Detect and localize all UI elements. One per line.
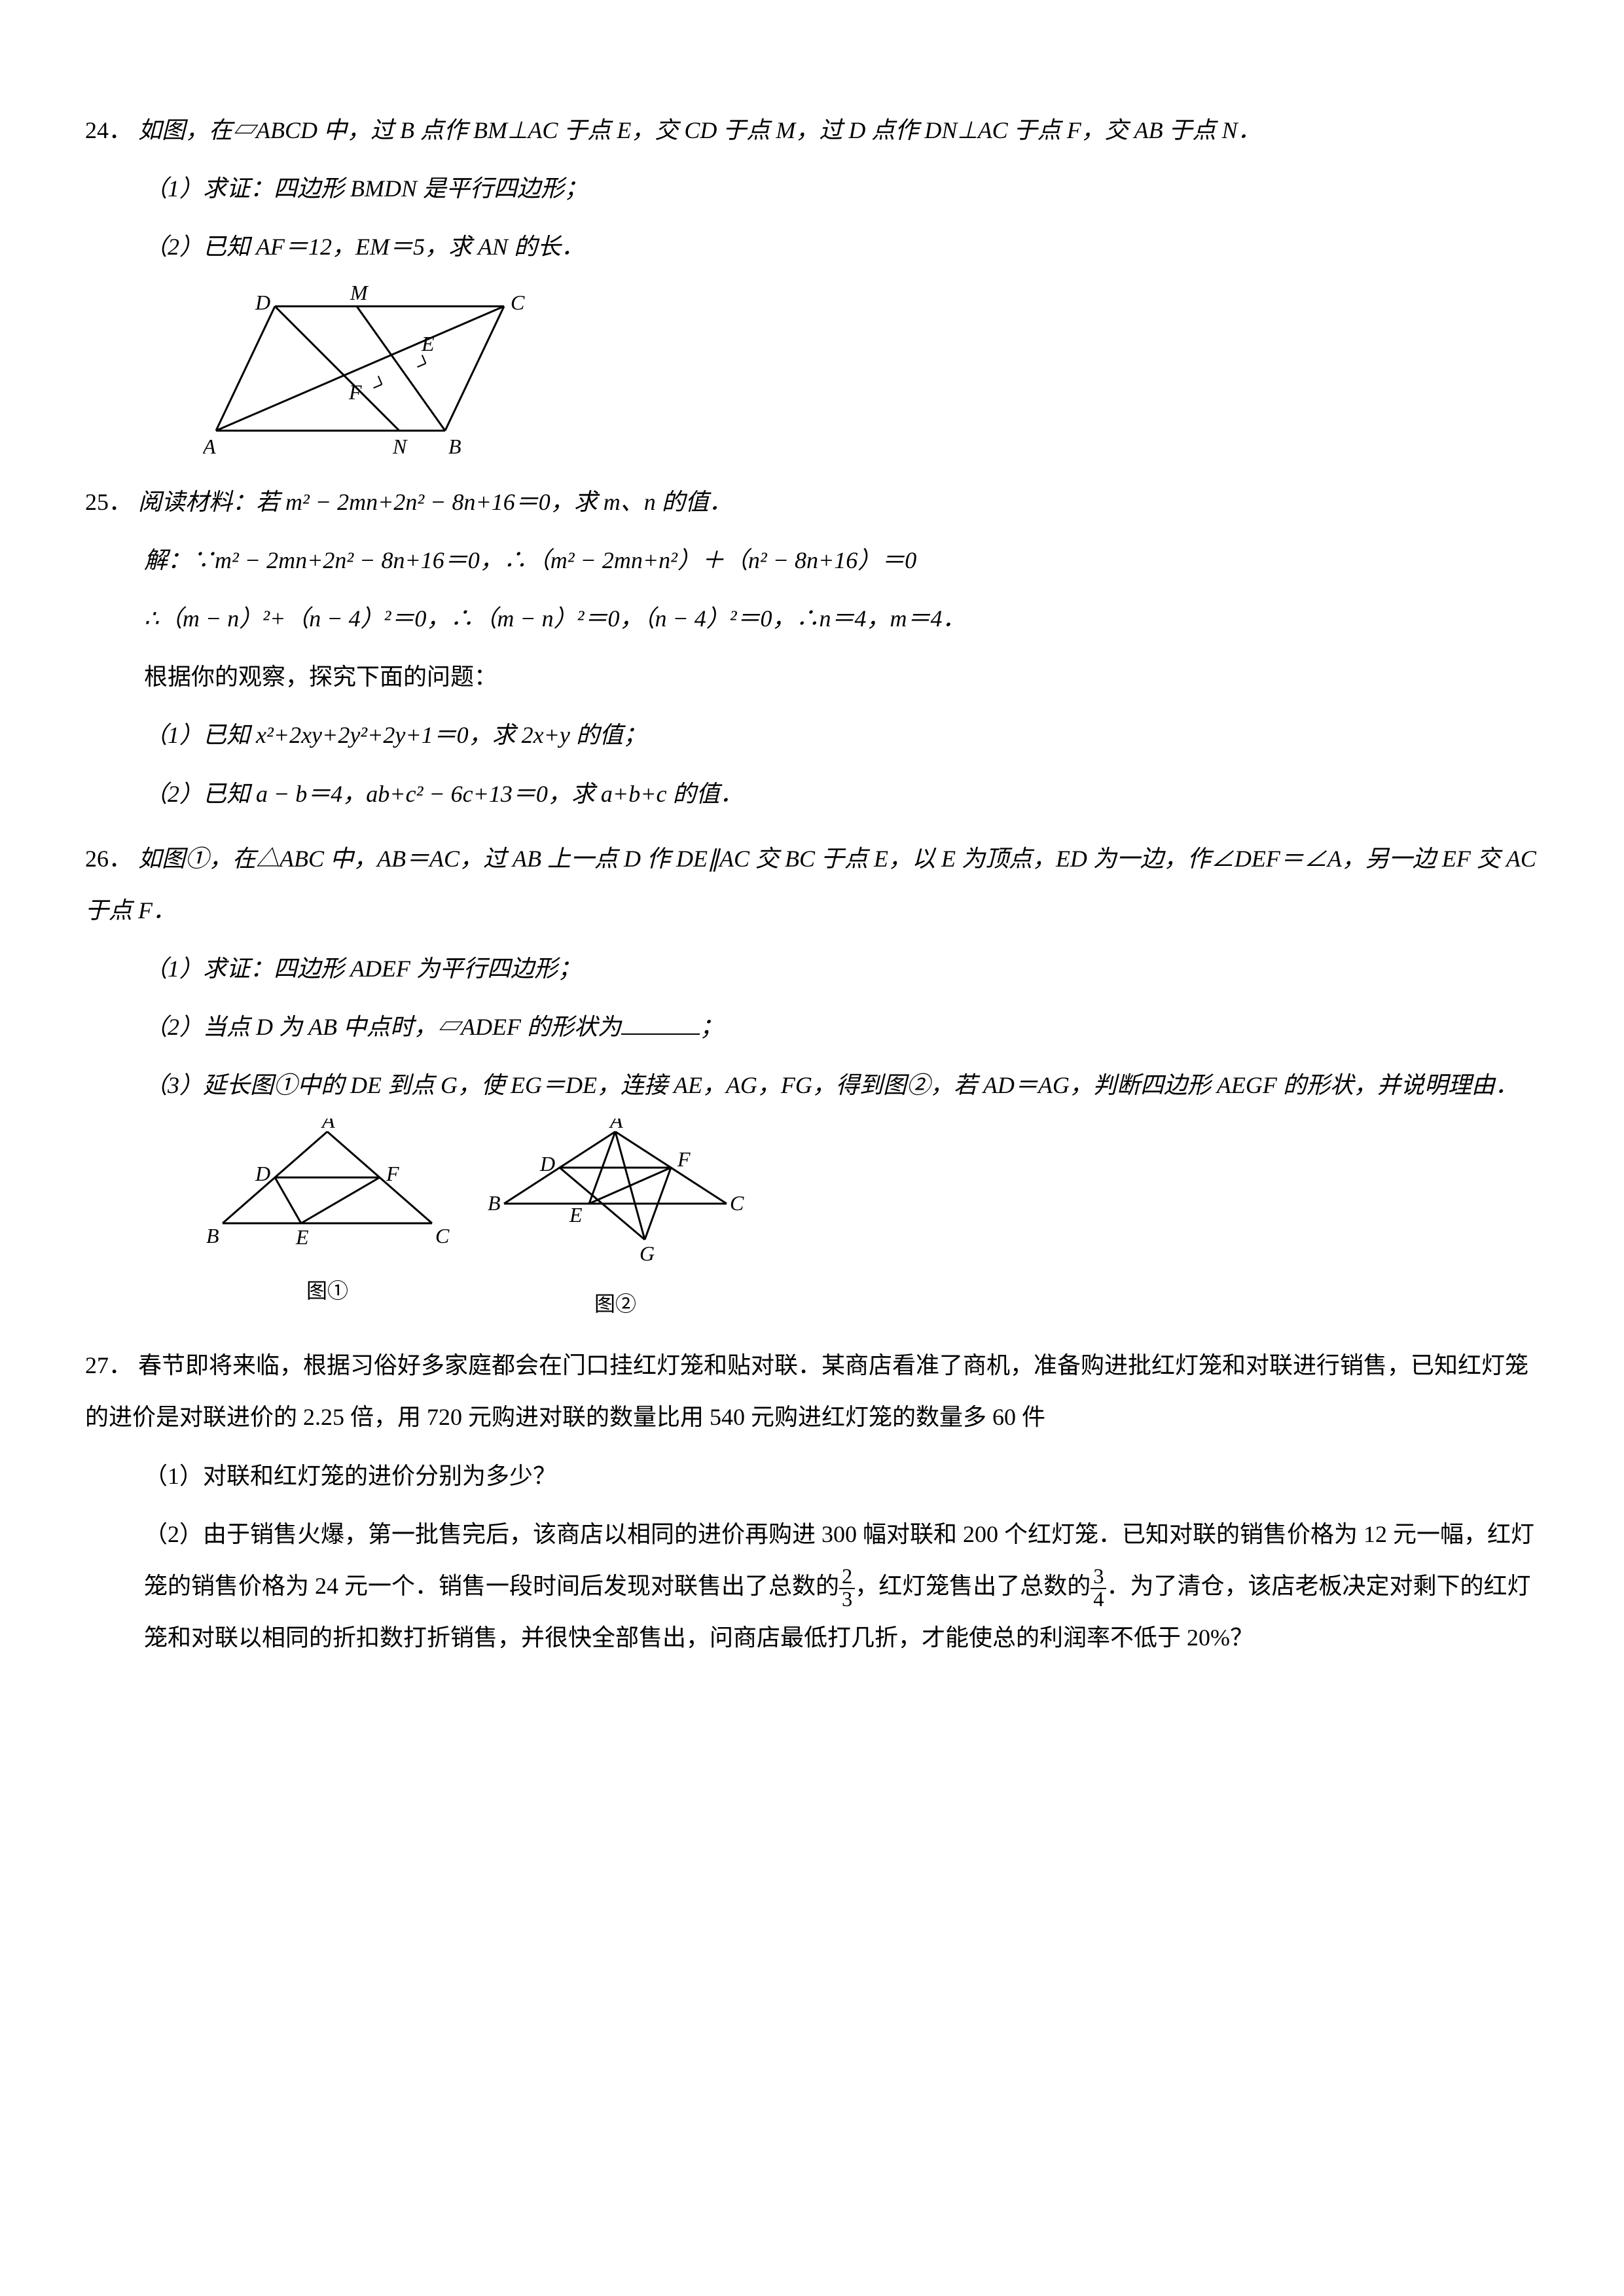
q24-diagram: A B C D N M E F xyxy=(85,280,1539,463)
q26-diagram2-wrap: A B C D E F G 图② xyxy=(484,1119,746,1327)
svg-text:C: C xyxy=(730,1191,744,1215)
q24-text: 如图，在▱ABCD 中，过 B 点作 BM⊥AC 于点 E，交 CD 于点 M，… xyxy=(138,117,1261,143)
q24-sub2: （2）已知 AF＝12，EM＝5，求 AN 的长． xyxy=(85,221,1539,273)
q26-sub2: （2）当点 D 为 AB 中点时，▱ADEF 的形状为 ； xyxy=(85,1001,1539,1053)
q26-sub3: （3）延长图①中的 DE 到点 G，使 EG＝DE，连接 AE，AG，FG，得到… xyxy=(85,1060,1539,1111)
q26-diagram1-wrap: A B C D E F 图① xyxy=(203,1119,452,1327)
q26-figure2: A B C D E F G xyxy=(484,1119,746,1263)
svg-text:E: E xyxy=(421,332,435,355)
svg-text:D: D xyxy=(539,1152,555,1175)
svg-text:C: C xyxy=(435,1224,450,1247)
svg-text:E: E xyxy=(569,1203,583,1227)
svg-text:F: F xyxy=(386,1162,399,1185)
svg-text:N: N xyxy=(392,435,408,458)
q27-text: 春节即将来临，根据习俗好多家庭都会在门口挂红灯笼和贴对联．某商店看准了商机，准备… xyxy=(85,1352,1528,1430)
q26-number: 26． xyxy=(85,846,132,872)
svg-text:A: A xyxy=(203,435,216,458)
svg-text:G: G xyxy=(640,1242,655,1263)
q26-sub1: （1）求证：四边形 ADEF 为平行四边形； xyxy=(85,943,1539,995)
question-26: 26． 如图①，在△ABC 中，AB＝AC，过 AB 上一点 D 作 DE∥AC… xyxy=(85,833,1539,1327)
q25-sub1: （1）已知 x²+2xy+2y²+2y+1＝0，求 2x+y 的值； xyxy=(85,709,1539,761)
blank-fill xyxy=(621,1011,700,1035)
q27-number: 27． xyxy=(85,1352,132,1378)
svg-text:M: M xyxy=(350,281,369,304)
svg-text:F: F xyxy=(348,380,362,404)
question-27: 27． 春节即将来临，根据习俗好多家庭都会在门口挂红灯笼和贴对联．某商店看准了商… xyxy=(85,1340,1539,1664)
q24-sub1: （1）求证：四边形 BMDN 是平行四边形； xyxy=(85,163,1539,215)
svg-text:C: C xyxy=(511,291,525,314)
q26-diagrams: A B C D E F 图① A B C D E F G 图② xyxy=(85,1119,1539,1327)
svg-text:A: A xyxy=(321,1119,335,1132)
q27-sub2b: ，红灯笼售出了总数的 xyxy=(855,1573,1091,1599)
q25-step2: ∴（m − n）²+（n − 4）²＝0，∴（m − n）²＝0，（n − 4）… xyxy=(85,593,1539,645)
q26-text: 如图①，在△ABC 中，AB＝AC，过 AB 上一点 D 作 DE∥AC 交 B… xyxy=(85,846,1536,924)
q26-sub2b: ； xyxy=(700,1014,723,1040)
q25-number: 25． xyxy=(85,489,132,515)
q25-intro: 阅读材料：若 m² − 2mn+2n² − 8n+16＝0，求 m、n 的值． xyxy=(138,489,732,515)
svg-text:B: B xyxy=(206,1224,219,1247)
svg-text:D: D xyxy=(255,1162,270,1185)
svg-text:B: B xyxy=(448,435,461,458)
svg-text:E: E xyxy=(295,1225,309,1249)
question-24: 24． 如图，在▱ABCD 中，过 B 点作 BM⊥AC 于点 E，交 CD 于… xyxy=(85,105,1539,463)
q24-figure: A B C D N M E F xyxy=(203,280,530,463)
fraction-2-3: 23 xyxy=(839,1566,855,1610)
q26-sub2a: （2）当点 D 为 AB 中点时，▱ADEF 的形状为 xyxy=(144,1014,621,1040)
q26-caption2: 图② xyxy=(484,1281,746,1327)
q24-number: 24． xyxy=(85,117,132,143)
q27-sub2: （2）由于销售火爆，第一批售完后，该商店以相同的进价再购进 300 幅对联和 2… xyxy=(85,1509,1539,1664)
svg-text:B: B xyxy=(488,1191,501,1215)
svg-text:F: F xyxy=(677,1147,691,1171)
q25-step1: 解：∵m² − 2mn+2n² − 8n+16＝0，∴（m² − 2mn+n²）… xyxy=(85,535,1539,586)
svg-text:A: A xyxy=(609,1119,623,1132)
q25-step3: 根据你的观察，探究下面的问题： xyxy=(85,651,1539,703)
q25-sub2: （2）已知 a − b＝4，ab+c² − 6c+13＝0，求 a+b+c 的值… xyxy=(85,768,1539,820)
q26-figure1: A B C D E F xyxy=(203,1119,452,1249)
svg-text:D: D xyxy=(255,291,270,314)
fraction-3-4: 34 xyxy=(1091,1566,1106,1610)
question-25: 25． 阅读材料：若 m² − 2mn+2n² − 8n+16＝0，求 m、n … xyxy=(85,476,1539,820)
q26-caption1: 图① xyxy=(203,1268,452,1314)
q27-sub1: （1）对联和红灯笼的进价分别为多少？ xyxy=(85,1450,1539,1502)
